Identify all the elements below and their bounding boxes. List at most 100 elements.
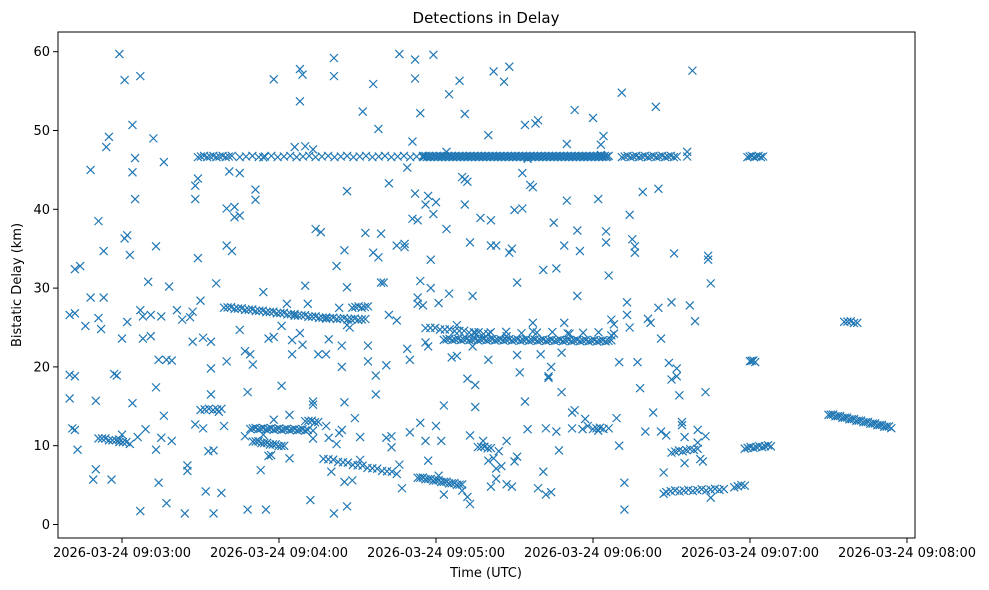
data-point	[457, 486, 467, 496]
marker-stroke	[672, 152, 682, 161]
marker-stroke	[609, 319, 619, 329]
marker-stroke	[253, 424, 263, 434]
data-point	[677, 420, 687, 430]
track-point	[455, 480, 464, 490]
data-point	[235, 325, 245, 335]
data-point	[538, 467, 548, 477]
data-point	[601, 226, 611, 236]
marker-stroke	[167, 436, 177, 446]
marker-stroke	[308, 426, 318, 436]
data-point	[698, 457, 708, 466]
marker-stroke	[286, 309, 296, 319]
track-point	[372, 464, 382, 474]
data-point	[635, 383, 645, 393]
marker-stroke	[206, 390, 216, 399]
track-point	[360, 302, 370, 312]
data-point	[381, 433, 391, 443]
data-point	[533, 483, 543, 493]
marker-stroke	[562, 196, 572, 206]
track-point	[470, 328, 480, 338]
marker-stroke	[135, 506, 145, 516]
data-point	[258, 287, 268, 297]
data-point	[321, 349, 331, 359]
track-point	[584, 336, 594, 346]
data-point	[491, 474, 501, 484]
marker-stroke	[121, 437, 131, 447]
marker-stroke	[405, 355, 415, 365]
data-point	[462, 177, 472, 187]
marker-stroke	[426, 283, 436, 293]
data-point	[99, 293, 109, 302]
data-point	[625, 210, 635, 220]
marker-stroke	[269, 74, 279, 84]
marker-stroke	[523, 154, 533, 164]
data-point	[206, 337, 216, 347]
marker-stroke	[138, 312, 148, 321]
marker-stroke	[353, 315, 363, 325]
data-point	[287, 335, 297, 345]
marker-stroke	[337, 362, 347, 372]
data-point	[374, 252, 383, 262]
marker-stroke	[241, 152, 251, 161]
marker-stroke	[101, 433, 110, 443]
data-point	[167, 436, 177, 446]
track-point	[852, 318, 862, 328]
scatter-markers	[65, 49, 896, 518]
marker-stroke	[826, 410, 836, 420]
marker-stroke	[235, 325, 245, 335]
marker-stroke	[667, 375, 676, 384]
marker-stroke	[226, 302, 236, 312]
data-point	[442, 147, 451, 157]
marker-stroke	[104, 132, 114, 142]
marker-stroke	[303, 425, 313, 435]
marker-stroke	[222, 241, 232, 250]
marker-stroke	[198, 333, 208, 343]
marker-stroke	[653, 303, 663, 313]
data-point	[465, 431, 475, 440]
marker-stroke	[504, 248, 514, 258]
marker-stroke	[167, 356, 177, 366]
data-point	[379, 278, 389, 288]
track-point	[254, 306, 264, 316]
data-point	[295, 96, 305, 106]
marker-stroke	[146, 310, 156, 320]
marker-stroke	[329, 71, 339, 81]
data-point	[690, 316, 700, 326]
marker-stroke	[703, 255, 713, 265]
marker-stroke	[374, 124, 383, 134]
marker-stroke	[235, 168, 245, 178]
data-point	[387, 431, 396, 441]
marker-stroke	[91, 396, 101, 406]
marker-stroke	[321, 314, 331, 324]
data-point	[428, 50, 438, 60]
marker-stroke	[572, 226, 582, 236]
data-point	[358, 107, 368, 117]
marker-stroke	[159, 157, 169, 167]
data-point	[285, 453, 294, 463]
data-point	[593, 426, 603, 436]
track-point	[473, 335, 483, 345]
marker-stroke	[468, 341, 478, 351]
marker-stroke	[592, 336, 602, 346]
track-point	[314, 313, 324, 323]
marker-stroke	[459, 326, 469, 336]
marker-stroke	[138, 334, 148, 343]
marker-stroke	[287, 349, 297, 359]
marker-stroke	[478, 436, 488, 446]
marker-stroke	[310, 417, 320, 427]
data-point	[308, 434, 318, 444]
data-point	[381, 360, 391, 370]
track-point	[445, 324, 455, 334]
marker-stroke	[886, 423, 896, 433]
data-point	[410, 189, 420, 198]
marker-stroke	[606, 330, 616, 340]
data-point	[656, 427, 666, 436]
marker-stroke	[86, 293, 96, 302]
track-point	[464, 335, 474, 345]
marker-stroke	[596, 140, 606, 150]
data-point	[350, 413, 360, 423]
marker-stroke	[541, 423, 551, 433]
marker-stroke	[185, 312, 195, 322]
marker-stroke	[198, 423, 208, 433]
track-point	[363, 301, 373, 311]
